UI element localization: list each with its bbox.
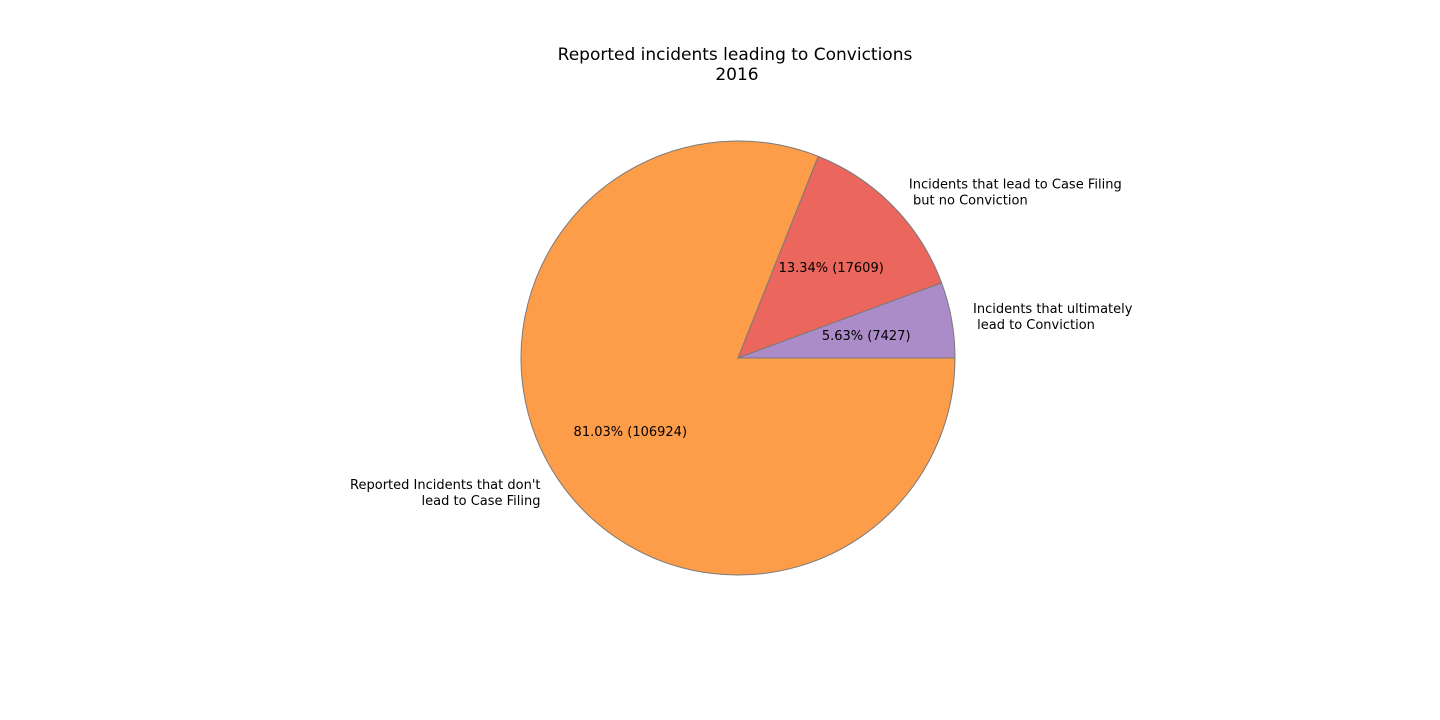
pie-category-label-0-line-1: lead to Case Filing (422, 494, 541, 509)
pie-category-label-0: Reported Incidents that don't lead to Cas… (350, 478, 540, 509)
pie-percent-label-2: 5.63% (7427) (822, 329, 911, 344)
pie-category-label-1-line-1: but no Conviction (909, 193, 1028, 208)
pie-category-label-0-line-0: Reported Incidents that don't (350, 478, 540, 493)
pie-category-label-2-line-0: Incidents that ultimately (973, 302, 1133, 317)
pie-labels: 81.03% (106924) Reported Incidents that d… (350, 177, 1133, 509)
pie-percent-label-0: 81.03% (106924) (574, 425, 687, 440)
pie-slice-2 (737, 282, 956, 359)
pie-slice-1 (737, 155, 943, 359)
pie-percent-label-1: 13.34% (17609) (779, 261, 884, 276)
chart-title-line-2: 2016 (715, 65, 758, 85)
pie-category-label-1-line-0: Incidents that lead to Case Filing (909, 177, 1122, 192)
pie-category-label-1: Incidents that lead to Case Filing but n… (909, 177, 1122, 208)
pie-slices (520, 140, 956, 576)
pie-category-label-2: Incidents that ultimately lead to Convic… (973, 302, 1133, 333)
chart-title-line-1: Reported incidents leading to Conviction… (558, 45, 913, 65)
pie-category-label-2-line-1: lead to Conviction (973, 318, 1095, 333)
